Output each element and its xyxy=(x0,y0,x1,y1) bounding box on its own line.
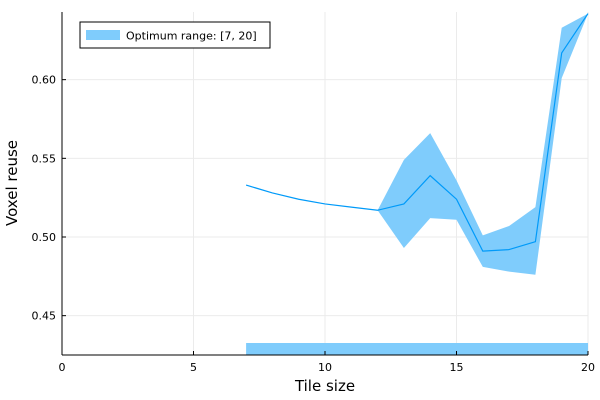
x-tick-label: 20 xyxy=(581,361,595,374)
confidence-band xyxy=(246,13,588,275)
legend: Optimum range: [7, 20] xyxy=(79,21,271,49)
x-tick-label: 10 xyxy=(318,361,332,374)
series-line xyxy=(245,13,589,252)
x-tick-label: 0 xyxy=(59,361,66,374)
optimum-range-bar xyxy=(246,343,588,355)
grid xyxy=(61,12,589,355)
y-tick-label: 0.50 xyxy=(32,231,57,244)
y-axis-label: Voxel reuse xyxy=(3,140,21,226)
tick-labels: 0 5 10 15 20 0.45 0.50 0.55 0.60 xyxy=(32,74,596,374)
y-tick-label: 0.55 xyxy=(32,152,57,165)
axes xyxy=(61,12,589,356)
y-tick-label: 0.60 xyxy=(32,74,57,87)
x-axis-label: Tile size xyxy=(294,377,355,395)
legend-swatch xyxy=(86,30,120,40)
band-area xyxy=(246,13,588,275)
reuse-line xyxy=(245,13,589,252)
x-tick-label: 15 xyxy=(450,361,464,374)
range-bar xyxy=(246,343,588,355)
legend-label: Optimum range: [7, 20] xyxy=(126,30,257,43)
y-tick-label: 0.45 xyxy=(32,310,57,323)
x-tick-label: 5 xyxy=(190,361,197,374)
